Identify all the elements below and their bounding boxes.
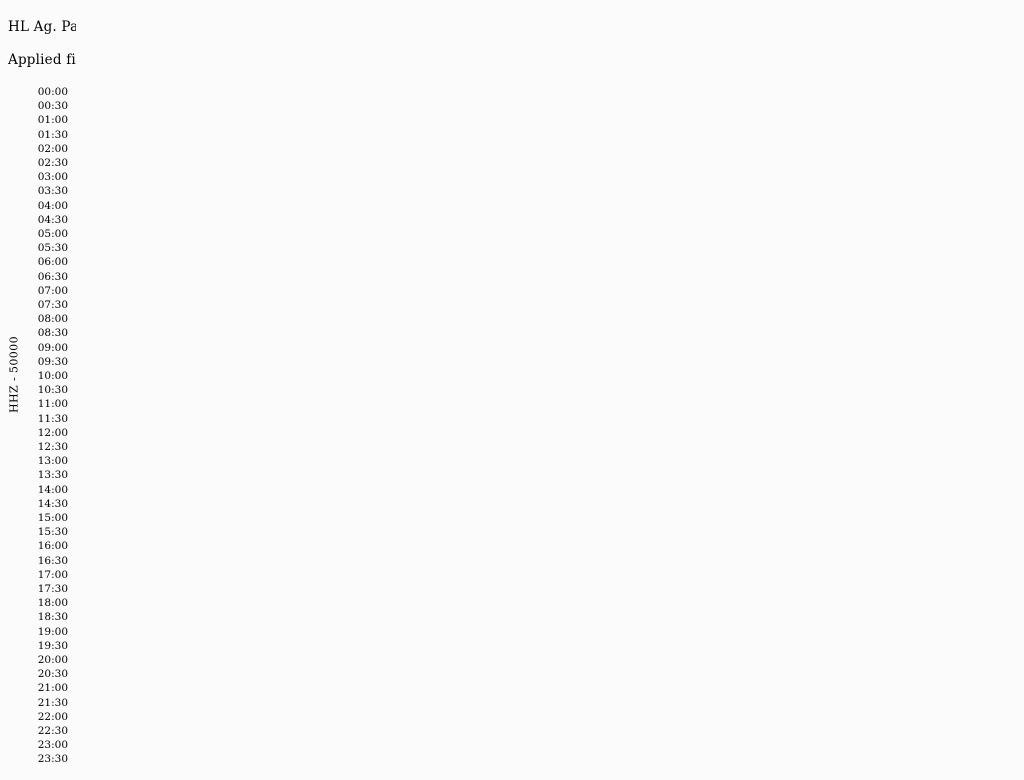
time-label-14-00: 14:00 xyxy=(37,483,68,496)
time-label-07-00: 07:00 xyxy=(37,284,68,297)
time-label-16-30: 16:30 xyxy=(37,554,68,567)
time-label-08-00: 08:00 xyxy=(37,312,68,325)
time-label-23-00: 23:00 xyxy=(37,738,68,751)
time-label-19-30: 19:30 xyxy=(37,639,68,652)
time-label-08-30: 08:30 xyxy=(37,327,68,340)
time-label-02-00: 02:00 xyxy=(37,142,68,155)
time-label-13-30: 13:30 xyxy=(37,469,68,482)
time-label-18-00: 18:00 xyxy=(37,596,68,609)
time-label-00-30: 00:30 xyxy=(37,99,68,112)
time-label-23-30: 23:30 xyxy=(37,753,68,766)
time-axis-labels: 00:00 00:30 01:00 01:30 02:00 02:30 03:00 03:30… xyxy=(0,0,76,780)
time-label-03-00: 03:00 xyxy=(37,170,68,183)
time-label-13-00: 13:00 xyxy=(37,454,68,467)
time-label-17-00: 17:00 xyxy=(37,568,68,581)
time-label-14-30: 14:30 xyxy=(37,497,68,510)
seismogram-plot-area xyxy=(76,0,1024,780)
time-label-09-00: 09:00 xyxy=(37,341,68,354)
time-label-20-30: 20:30 xyxy=(37,667,68,680)
time-label-12-30: 12:30 xyxy=(37,440,68,453)
time-label-00-00: 00:00 xyxy=(37,85,68,98)
time-label-11-30: 11:30 xyxy=(37,412,68,425)
time-label-10-30: 10:30 xyxy=(37,383,68,396)
seismogram-traces-canvas xyxy=(76,0,1024,780)
time-label-15-30: 15:30 xyxy=(37,525,68,538)
time-label-21-30: 21:30 xyxy=(37,696,68,709)
time-label-05-00: 05:00 xyxy=(37,227,68,240)
time-label-07-30: 07:30 xyxy=(37,298,68,311)
time-label-02-30: 02:30 xyxy=(37,156,68,169)
time-label-22-30: 22:30 xyxy=(37,724,68,737)
time-label-21-00: 21:00 xyxy=(37,682,68,695)
time-label-05-30: 05:30 xyxy=(37,241,68,254)
time-label-11-00: 11:00 xyxy=(37,398,68,411)
time-label-18-30: 18:30 xyxy=(37,611,68,624)
time-label-17-30: 17:30 xyxy=(37,582,68,595)
time-label-04-30: 04:30 xyxy=(37,213,68,226)
time-label-12-00: 12:00 xyxy=(37,426,68,439)
time-label-09-30: 09:30 xyxy=(37,355,68,368)
time-label-19-00: 19:00 xyxy=(37,625,68,638)
time-label-22-00: 22:00 xyxy=(37,710,68,723)
time-label-01-00: 01:00 xyxy=(37,114,68,127)
time-label-10-00: 10:00 xyxy=(37,369,68,382)
time-label-15-00: 15:00 xyxy=(37,511,68,524)
time-label-16-00: 16:00 xyxy=(37,540,68,553)
time-label-06-30: 06:30 xyxy=(37,270,68,283)
time-label-03-30: 03:30 xyxy=(37,185,68,198)
time-label-06-00: 06:00 xyxy=(37,256,68,269)
time-label-04-00: 04:00 xyxy=(37,199,68,212)
time-label-01-30: 01:30 xyxy=(37,128,68,141)
time-label-20-00: 20:00 xyxy=(37,653,68,666)
